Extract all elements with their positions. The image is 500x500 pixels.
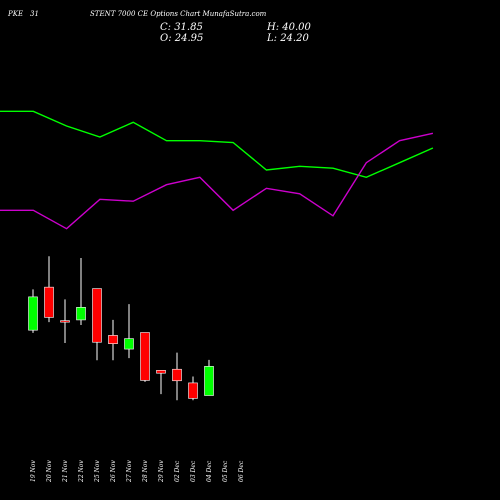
open-value: O: 24.95 xyxy=(160,33,203,44)
candle xyxy=(92,288,102,361)
candle xyxy=(108,319,118,361)
low-value: L: 24.20 xyxy=(266,33,309,44)
indicator-lines xyxy=(0,110,434,230)
candle xyxy=(204,359,214,396)
indicator-line-1 xyxy=(0,110,434,179)
header-left-a: PKE xyxy=(7,10,23,18)
candle xyxy=(44,256,54,323)
header-left-b: 31 xyxy=(30,10,39,18)
candle xyxy=(28,289,38,333)
candle xyxy=(60,299,70,343)
chart-title: STENT 7000 CE Options Chart MunafaSutra.… xyxy=(90,10,267,18)
close-value: C: 31.85 xyxy=(160,22,203,33)
candle xyxy=(188,376,198,401)
x-axis-ticks: 19 Nov 20 Nov 21 Nov 22 Nov 25 Nov 26 Nov 27 N… xyxy=(30,460,245,483)
candlesticks xyxy=(28,256,214,401)
candle-body xyxy=(44,286,54,318)
candle-body xyxy=(140,332,150,381)
x-tick-label: 26 Nov xyxy=(110,460,117,483)
candle-body xyxy=(156,370,166,374)
candle xyxy=(140,332,150,382)
candle-body xyxy=(188,382,198,399)
candle-body xyxy=(204,366,214,396)
x-tick-label: 27 Nov xyxy=(126,460,133,483)
candle-body xyxy=(124,338,134,350)
x-tick-label: 03 Dec xyxy=(190,460,197,482)
candle-body xyxy=(28,296,38,331)
x-tick-label: 05 Dec xyxy=(222,460,229,482)
candle xyxy=(76,258,86,325)
x-tick-label: 21 Nov xyxy=(62,460,69,483)
candle-body xyxy=(92,288,102,343)
candle xyxy=(156,370,166,395)
x-tick-label: 04 Dec xyxy=(206,460,213,482)
x-tick-label: 22 Nov xyxy=(78,460,85,483)
x-tick-label: 19 Nov xyxy=(30,460,37,482)
candle-body xyxy=(60,320,70,323)
candle xyxy=(124,304,134,359)
x-tick-label: 25 Nov xyxy=(94,460,101,483)
high-value: H: 40.00 xyxy=(266,22,312,33)
candle xyxy=(172,352,182,401)
candle-body xyxy=(76,307,86,321)
candle-body xyxy=(172,368,182,382)
x-tick-label: 20 Nov xyxy=(46,460,53,483)
x-tick-label: 06 Dec xyxy=(238,460,245,482)
indicator-line-2 xyxy=(0,132,434,230)
candle-body xyxy=(108,335,118,344)
x-tick-label: 02 Dec xyxy=(174,460,181,482)
x-tick-label: 29 Nov xyxy=(158,460,165,483)
x-tick-label: 28 Nov xyxy=(142,460,149,483)
